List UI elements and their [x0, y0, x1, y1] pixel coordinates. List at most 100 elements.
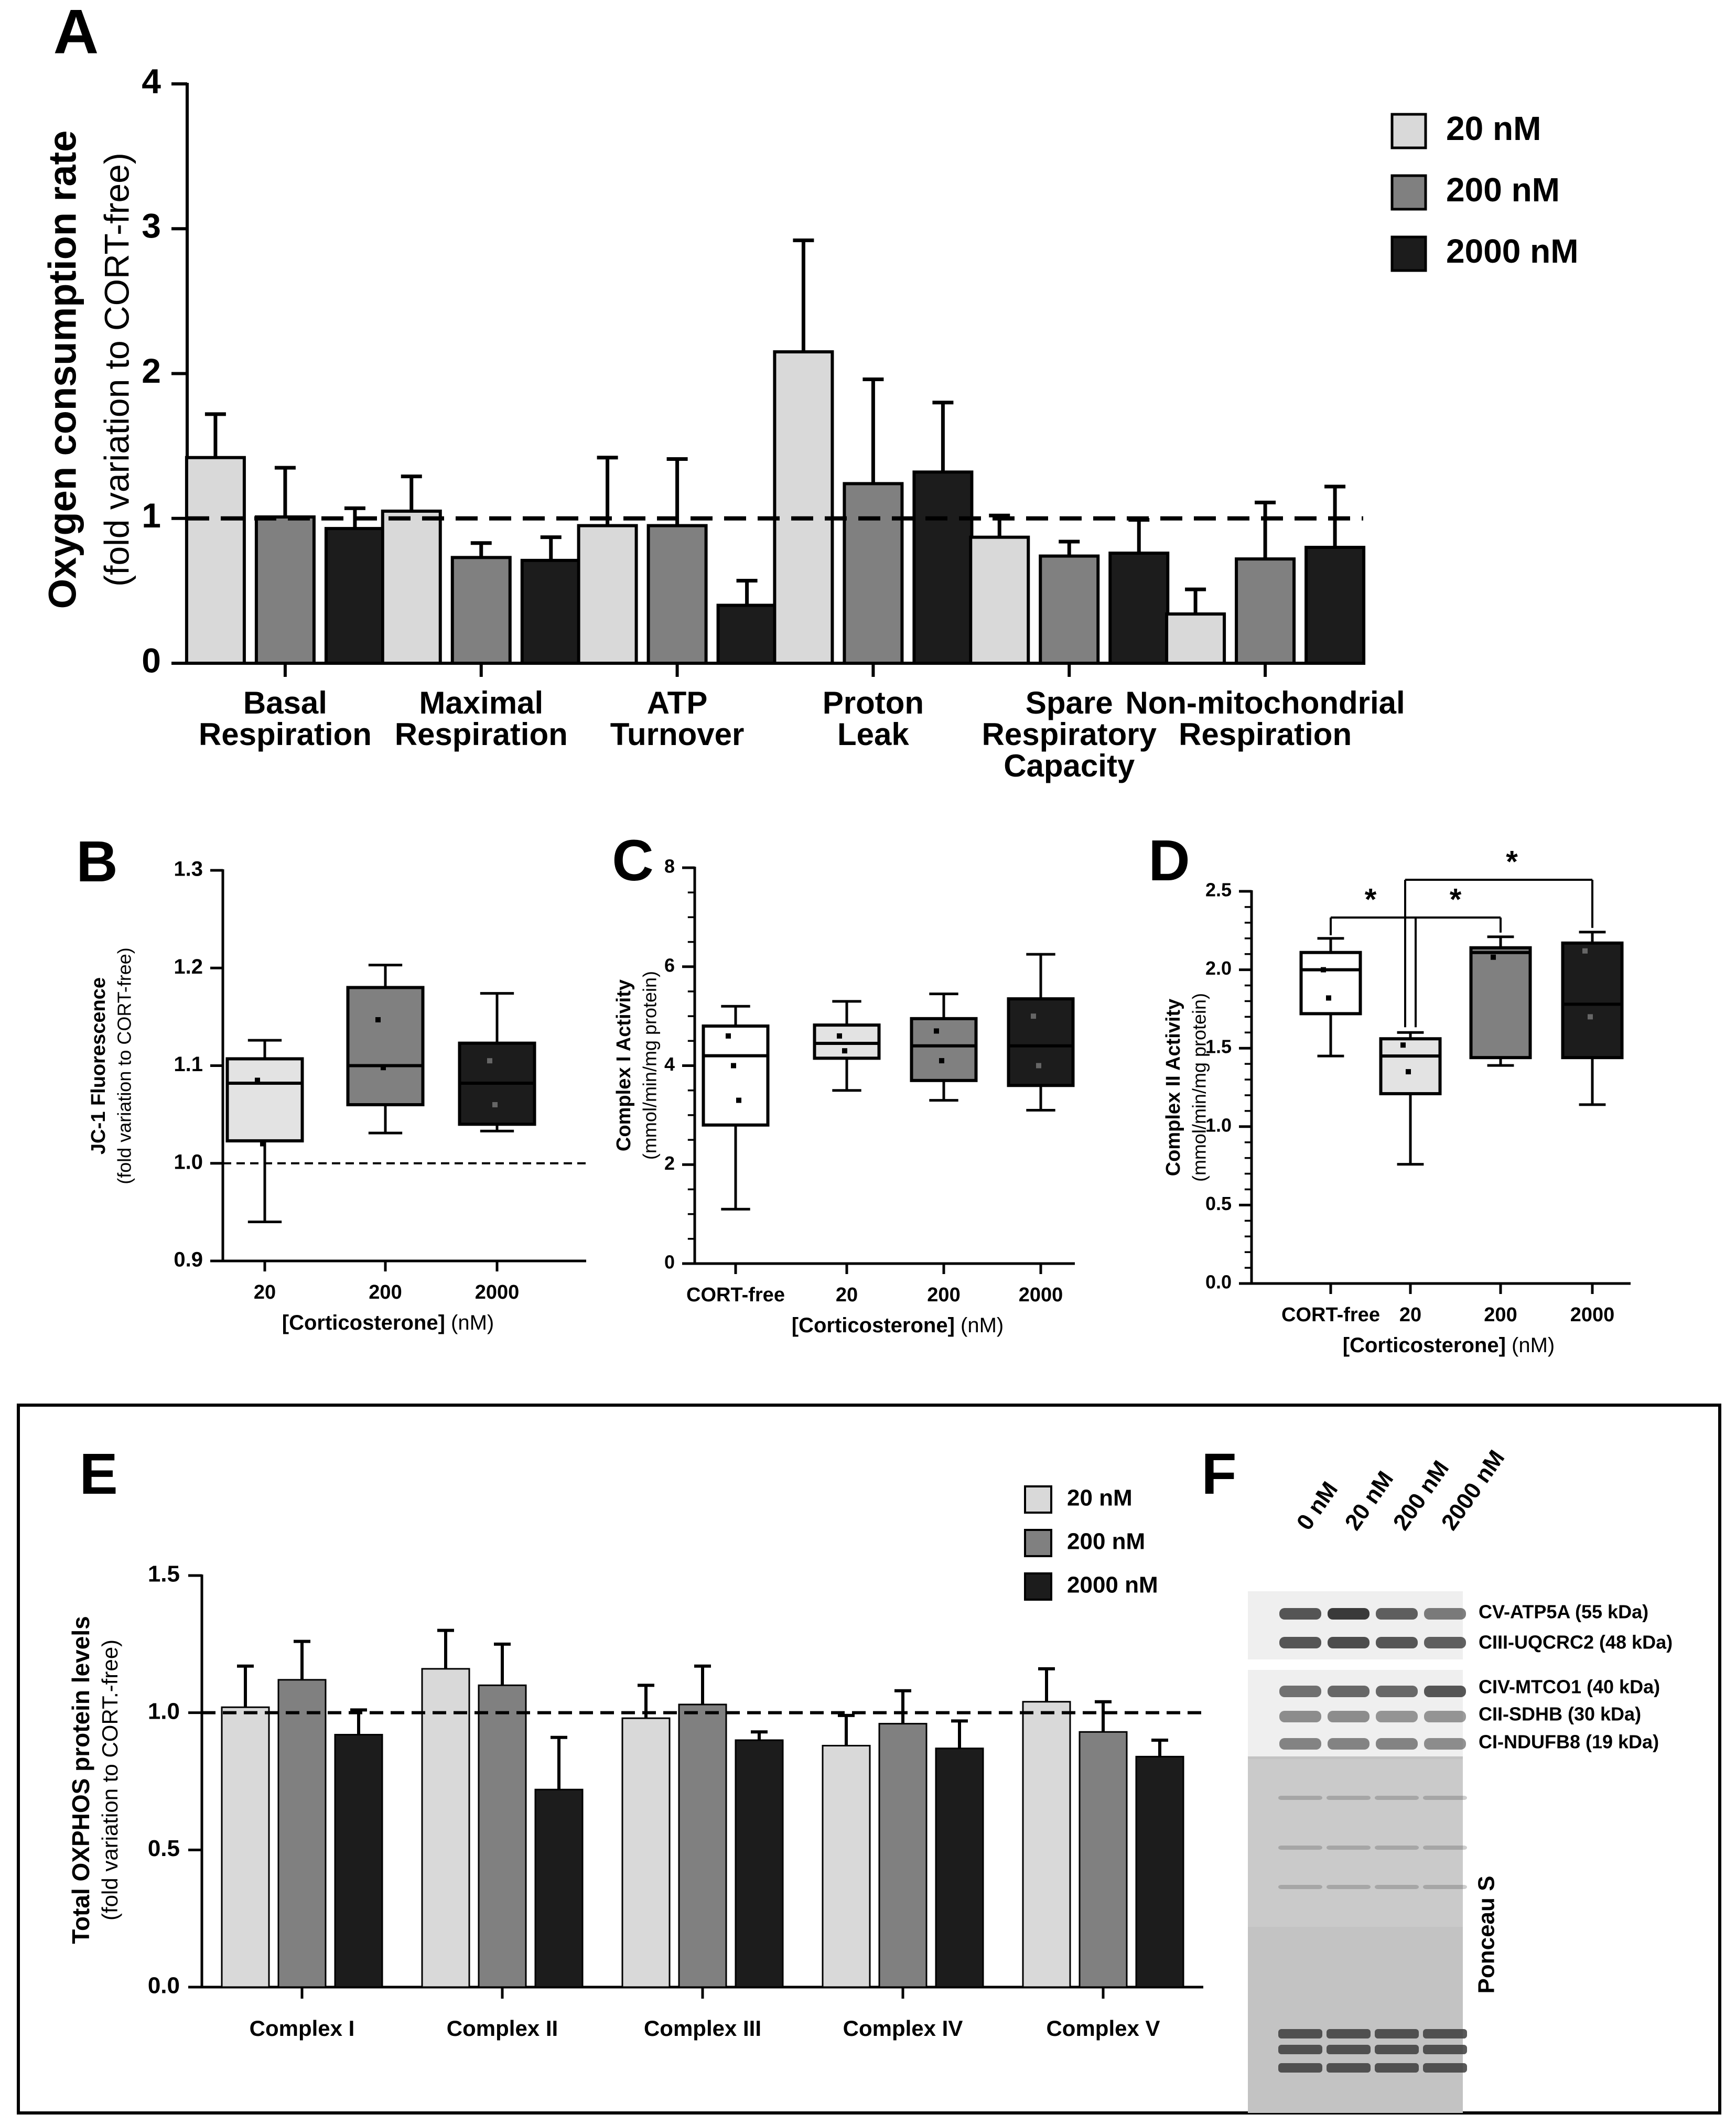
- x-axis-label: [Corticosterone] (nM): [282, 1311, 494, 1334]
- legend-swatch: [1390, 235, 1427, 272]
- x-tick-label: 200: [369, 1281, 402, 1303]
- ponceau-band: [1327, 1796, 1371, 1800]
- y-tick-label: 1.0: [148, 1698, 180, 1724]
- data-point: [1582, 948, 1588, 954]
- bar-200nm: [843, 482, 904, 665]
- ponceau-band: [1327, 2063, 1371, 2073]
- data-point: [731, 1063, 736, 1069]
- panel-label-f: F: [1201, 1442, 1236, 1506]
- category-label: Non-mitochondrial: [1125, 685, 1405, 720]
- protein-band: [1376, 1711, 1418, 1722]
- bar-20nm: [577, 524, 638, 665]
- protein-band: [1424, 1711, 1466, 1722]
- band-label: CV-ATP5A (55 kDa): [1479, 1601, 1648, 1623]
- bar-20nm: [421, 1668, 470, 1988]
- y-tick-label: 4: [664, 1053, 675, 1075]
- bar-2000nm: [334, 1734, 383, 1988]
- y-tick-label: 1.2: [174, 955, 203, 978]
- data-point: [492, 1102, 498, 1107]
- bar-20nm: [1022, 1701, 1071, 1988]
- band-label: CII-SDHB (30 kDa): [1479, 1703, 1641, 1725]
- box: [910, 1017, 978, 1082]
- y-tick-label: 1.0: [174, 1150, 203, 1173]
- data-point: [487, 1058, 492, 1064]
- protein-band: [1376, 1738, 1418, 1750]
- ponceau-band: [1327, 1846, 1371, 1850]
- ponceau-label: Ponceau S: [1474, 1876, 1500, 1994]
- x-tick-label: 200: [927, 1284, 960, 1306]
- lane-label: 0 nM: [1292, 1477, 1343, 1535]
- bar-2000nm: [1108, 552, 1170, 665]
- ponceau-band: [1423, 1885, 1467, 1889]
- bar-200nm: [478, 1684, 527, 1988]
- bar-20nm: [969, 535, 1030, 665]
- y-axis-label-sub: (fold variation to CORT-free): [97, 153, 136, 587]
- panel-label-c: C: [612, 828, 653, 893]
- bar-2000nm: [912, 470, 974, 665]
- category-label: Spare: [1026, 685, 1113, 720]
- x-axis-label-unit: (nM): [955, 1314, 1004, 1337]
- box: [1469, 946, 1532, 1060]
- x-tick-label: 2000: [475, 1281, 520, 1303]
- x-axis-label-unit: (nM): [445, 1311, 494, 1334]
- box: [225, 1057, 304, 1142]
- x-tick-label: CORT-free: [1281, 1304, 1380, 1326]
- box: [1561, 941, 1624, 1060]
- y-tick-label: 2.5: [1205, 879, 1232, 901]
- legend-label: 20 nM: [1446, 110, 1541, 147]
- category-label: Complex III: [644, 2016, 761, 2041]
- bar-200nm: [1039, 554, 1100, 665]
- ponceau-band: [1375, 1885, 1419, 1889]
- bar-200nm: [277, 1679, 327, 1988]
- legend-label: 2000 nM: [1446, 232, 1579, 270]
- category-label: Complex V: [1046, 2016, 1160, 2041]
- membrane-gap: [1248, 1659, 1463, 1670]
- protein-band: [1279, 1738, 1321, 1750]
- y-axis-label: Total OXPHOS protein levels: [67, 1616, 94, 1944]
- bar-200nm: [646, 524, 708, 665]
- category-label: Complex I: [250, 2016, 355, 2041]
- protein-band: [1279, 1711, 1321, 1722]
- y-tick-label: 1.5: [148, 1561, 180, 1587]
- box: [702, 1024, 770, 1127]
- x-axis-label: [Corticosterone] (nM): [1343, 1334, 1555, 1357]
- y-tick-label: 4: [142, 61, 161, 100]
- x-tick-label: 20: [254, 1281, 276, 1303]
- x-axis-label-main: [Corticosterone]: [792, 1314, 955, 1337]
- ponceau-band: [1327, 1885, 1371, 1889]
- data-point: [375, 1017, 381, 1022]
- bar-20nm: [185, 456, 246, 665]
- y-axis-label: Oxygen consumption rate: [41, 131, 84, 609]
- ponceau-band: [1375, 1846, 1419, 1850]
- y-tick-label: 8: [664, 856, 675, 877]
- bar-20nm: [621, 1717, 671, 1988]
- y-axis-label-sub: (fold variation to CORT-free): [114, 947, 135, 1184]
- significance-star: *: [1506, 845, 1518, 879]
- data-point: [1326, 995, 1331, 1001]
- ponceau-band: [1278, 2045, 1322, 2054]
- ponceau-band: [1423, 2045, 1467, 2054]
- protein-band: [1376, 1637, 1418, 1648]
- y-tick-label: 0.0: [148, 1973, 180, 1999]
- lane-label: 2000 nM: [1437, 1446, 1510, 1535]
- y-axis-label-sub: (mmol/min/mg protein): [639, 971, 661, 1160]
- ponceau-band: [1278, 1846, 1322, 1850]
- x-axis-label: [Corticosterone] (nM): [792, 1314, 1004, 1337]
- significance-star: *: [1365, 882, 1377, 916]
- data-point: [736, 1097, 741, 1103]
- band-label: CIII-UQCRC2 (48 kDa): [1479, 1632, 1673, 1653]
- data-point: [726, 1033, 731, 1039]
- ponceau-band: [1278, 1796, 1322, 1800]
- data-point: [1036, 1063, 1041, 1069]
- ponceau-band: [1375, 2029, 1419, 2038]
- bar-20nm: [773, 350, 834, 665]
- category-label: Maximal: [419, 685, 543, 720]
- data-point: [934, 1028, 939, 1034]
- bar-200nm: [450, 556, 512, 665]
- legend-swatch: [1024, 1529, 1052, 1557]
- data-point: [381, 1065, 386, 1071]
- legend-swatch: [1024, 1485, 1052, 1514]
- bar-200nm: [1235, 557, 1296, 665]
- panel-label-a: A: [53, 0, 99, 67]
